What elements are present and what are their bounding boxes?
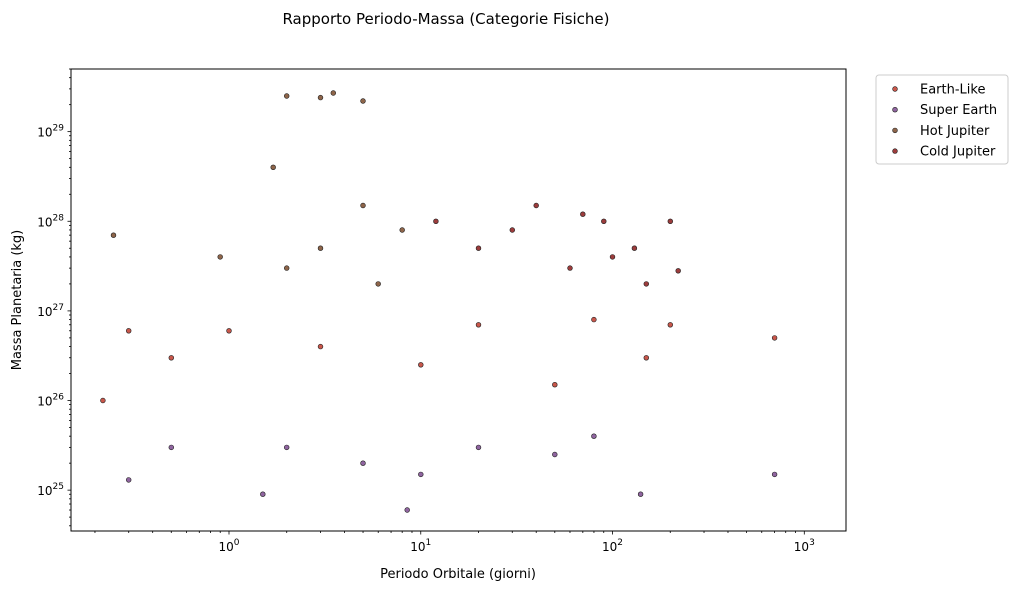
data-point bbox=[260, 491, 266, 497]
y-axis: 1025 1026 1027 1028 1029 bbox=[37, 68, 71, 527]
data-point bbox=[580, 211, 586, 217]
data-point bbox=[771, 471, 778, 478]
data-point bbox=[399, 227, 405, 233]
data-point bbox=[418, 362, 424, 368]
data-point bbox=[404, 507, 410, 513]
legend-marker bbox=[892, 148, 898, 154]
series-hot-jupiter bbox=[110, 90, 405, 287]
data-point bbox=[643, 355, 649, 361]
x-tick-label: 100 bbox=[218, 538, 239, 554]
data-point bbox=[375, 281, 381, 287]
legend-marker bbox=[892, 127, 898, 134]
data-point bbox=[552, 451, 558, 458]
y-tick-label: 1027 bbox=[37, 303, 64, 319]
data-point bbox=[591, 316, 597, 323]
legend-label: Cold Jupiter bbox=[920, 145, 996, 160]
y-tick-label: 1025 bbox=[37, 482, 64, 498]
y-tick-label: 1028 bbox=[37, 213, 64, 229]
legend-item: Super Earth bbox=[892, 103, 997, 118]
data-point bbox=[360, 460, 366, 466]
x-axis-label: Periodo Orbitale (giorni) bbox=[380, 567, 536, 582]
x-tick-label: 103 bbox=[794, 538, 815, 554]
legend-label: Super Earth bbox=[920, 103, 997, 118]
data-point bbox=[168, 355, 175, 361]
data-point bbox=[643, 281, 649, 287]
x-axis: 100 101 102 103 bbox=[94, 531, 815, 554]
data-point bbox=[226, 328, 232, 334]
data-point bbox=[601, 218, 607, 225]
legend-label: Earth-Like bbox=[920, 83, 985, 98]
data-point bbox=[667, 322, 673, 328]
data-point bbox=[509, 227, 515, 233]
x-tick-label: 102 bbox=[602, 538, 623, 554]
legend-label: Hot Jupiter bbox=[920, 124, 990, 139]
data-point bbox=[125, 328, 132, 334]
data-point bbox=[125, 477, 132, 483]
x-tick-label: 101 bbox=[410, 538, 431, 554]
data-point bbox=[360, 98, 366, 104]
chart-title: Rapporto Periodo-Massa (Categorie Fisich… bbox=[282, 10, 609, 28]
data-point bbox=[284, 93, 290, 99]
data-point bbox=[637, 491, 644, 497]
data-point bbox=[631, 245, 638, 251]
legend-marker bbox=[892, 86, 898, 92]
data-point bbox=[771, 335, 778, 341]
data-point bbox=[418, 471, 424, 478]
scatter-points bbox=[100, 90, 778, 513]
data-point bbox=[475, 444, 482, 451]
data-point bbox=[100, 397, 106, 404]
series-cold-jupiter bbox=[433, 202, 681, 287]
series-earth-like bbox=[100, 316, 778, 404]
legend: Earth-Like Super Earth Hot Jupiter Cold Jup… bbox=[875, 74, 1009, 165]
y-tick-label: 1026 bbox=[37, 393, 64, 409]
data-point bbox=[433, 218, 439, 225]
data-point bbox=[317, 94, 324, 101]
plot-area-frame bbox=[70, 68, 847, 532]
legend-item: Cold Jupiter bbox=[892, 145, 996, 160]
y-tick-label: 1029 bbox=[37, 124, 64, 140]
legend-marker bbox=[892, 106, 898, 113]
data-point bbox=[217, 254, 223, 260]
data-point bbox=[475, 245, 482, 251]
data-point bbox=[552, 382, 558, 388]
data-point bbox=[567, 265, 573, 271]
data-point bbox=[360, 202, 366, 209]
legend-box bbox=[875, 74, 1009, 165]
data-point bbox=[317, 343, 324, 350]
legend-item: Hot Jupiter bbox=[892, 124, 990, 139]
data-point bbox=[110, 232, 117, 238]
data-point bbox=[667, 218, 673, 225]
legend-item: Earth-Like bbox=[892, 83, 985, 98]
data-point bbox=[270, 164, 276, 171]
data-point bbox=[168, 444, 175, 451]
data-point bbox=[675, 268, 681, 274]
data-point bbox=[330, 90, 336, 96]
data-point bbox=[533, 202, 539, 209]
data-point bbox=[284, 444, 290, 451]
data-point bbox=[475, 322, 482, 328]
series-super-earth bbox=[125, 433, 778, 513]
y-axis-label: Massa Planetaria (kg) bbox=[10, 230, 25, 371]
data-point bbox=[609, 254, 616, 260]
data-point bbox=[317, 245, 324, 251]
data-point bbox=[284, 265, 290, 271]
data-point bbox=[591, 433, 597, 439]
